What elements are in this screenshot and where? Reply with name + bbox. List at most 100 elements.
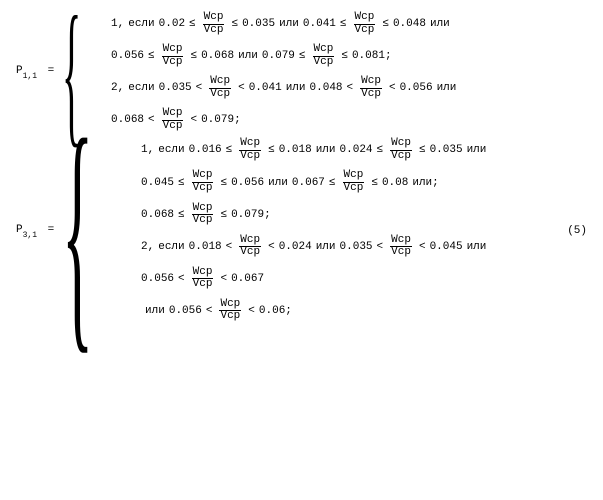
word-ili: или	[238, 50, 258, 62]
frac-num: Wср	[162, 44, 184, 57]
num: 0.079;	[231, 209, 271, 221]
op-le: ≤	[299, 50, 306, 62]
op-le: ≤	[220, 209, 227, 221]
frac-num: Wср	[209, 76, 231, 89]
fraction: WсрVср	[390, 235, 412, 259]
num: 0.081;	[352, 50, 392, 62]
fraction: WсрVср	[390, 138, 412, 162]
word-ili: или	[286, 82, 306, 94]
op-le: ≤	[340, 18, 347, 30]
lhs-subscript: 1,1	[23, 72, 37, 81]
p31-line4: 2, если 0.018 < WсрVср < 0.024 или 0.035…	[141, 235, 490, 259]
frac-den: Vср	[354, 25, 376, 37]
op-lt: <	[226, 241, 233, 253]
op-le: ≤	[189, 18, 196, 30]
op-le: ≤	[178, 177, 185, 189]
fraction: WсрVср	[203, 12, 225, 36]
op-lt: <	[389, 82, 396, 94]
word-ili: или	[430, 18, 450, 30]
equation-p11: P1,1 = { 1, если 0.02 ≤ WсрVср ≤ 0.035 и…	[16, 12, 587, 132]
op-lt: <	[238, 82, 245, 94]
fraction: WсрVср	[239, 235, 261, 259]
num: 0.024	[279, 241, 312, 253]
frac-den: Vср	[162, 121, 184, 133]
op-lt: <	[220, 273, 227, 285]
word-ili: или	[268, 177, 288, 189]
p11-line3: 2, если 0.035 < WсрVср < 0.041 или 0.048…	[111, 76, 460, 100]
num: 0.08	[382, 177, 408, 189]
op-lt: <	[347, 82, 354, 94]
lhs-p31: P3,1 =	[16, 224, 62, 238]
fraction: WсрVср	[360, 76, 382, 100]
num: 0.045	[141, 177, 174, 189]
num: 0.068	[201, 50, 234, 62]
frac-num: Wср	[203, 12, 225, 25]
case-value: 2,	[141, 241, 154, 253]
equals-sign: =	[48, 65, 55, 77]
op-lt: <	[248, 305, 255, 317]
num: 0.035	[159, 82, 192, 94]
word-ili: или	[467, 241, 487, 253]
fraction: WсрVср	[162, 108, 184, 132]
fraction: WсрVср	[354, 12, 376, 36]
frac-den: Vср	[313, 57, 335, 69]
cases-p31: 1, если 0.016 ≤ WсрVср ≤ 0.018 или 0.024…	[141, 138, 490, 323]
word-ili: или	[437, 82, 457, 94]
word-ili: или	[467, 144, 487, 156]
fraction: WсрVср	[209, 76, 231, 100]
num: 0.056	[400, 82, 433, 94]
op-le: ≤	[231, 18, 238, 30]
frac-den: Vср	[203, 25, 225, 37]
op-le: ≤	[371, 177, 378, 189]
frac-den: Vср	[192, 279, 214, 291]
op-lt: <	[206, 305, 213, 317]
op-lt: <	[268, 241, 275, 253]
frac-den: Vср	[162, 57, 184, 69]
word-ili: или	[279, 18, 299, 30]
frac-den: Vср	[192, 215, 214, 227]
fraction: WсрVср	[239, 138, 261, 162]
num: 0.048	[393, 18, 426, 30]
p31-line1: 1, если 0.016 ≤ WсрVср ≤ 0.018 или 0.024…	[141, 138, 490, 162]
word-ili: или	[145, 305, 165, 317]
op-le: ≤	[178, 209, 185, 221]
fraction: WсрVср	[313, 44, 335, 68]
case-value: 1,	[111, 18, 124, 30]
op-le: ≤	[268, 144, 275, 156]
lhs-symbol: P	[16, 65, 23, 77]
lhs-subscript: 3,1	[23, 231, 37, 240]
num: 0.056	[141, 273, 174, 285]
frac-den: Vср	[239, 151, 261, 163]
word-ili: или	[316, 144, 336, 156]
op-le: ≤	[329, 177, 336, 189]
op-lt: <	[148, 114, 155, 126]
lhs-p11: P1,1 =	[16, 65, 62, 79]
frac-den: Vср	[343, 183, 365, 195]
frac-den: Vср	[390, 247, 412, 259]
op-lt: <	[178, 273, 185, 285]
num: 0.067	[292, 177, 325, 189]
word-ili: или	[316, 241, 336, 253]
word-esli: если	[128, 82, 154, 94]
frac-den: Vср	[390, 151, 412, 163]
op-lt: <	[419, 241, 426, 253]
fraction: WсрVср	[192, 267, 214, 291]
num: 0.048	[310, 82, 343, 94]
p11-line1: 1, если 0.02 ≤ WсрVср ≤ 0.035 или 0.041 …	[111, 12, 460, 36]
num: 0.035	[242, 18, 275, 30]
equation-block: P1,1 = { 1, если 0.02 ≤ WсрVср ≤ 0.035 и…	[16, 12, 587, 323]
p31-line6: или 0.056 < WсрVср < 0.06;	[141, 299, 490, 323]
fraction: WсрVср	[219, 299, 241, 323]
word-ili: или;	[412, 177, 438, 189]
op-le: ≤	[382, 18, 389, 30]
equation-number: (5)	[567, 225, 587, 237]
equation-p31: P3,1 = { 1, если 0.016 ≤ WсрVср ≤ 0.018 …	[16, 138, 587, 323]
num: 0.041	[303, 18, 336, 30]
op-le: ≤	[377, 144, 384, 156]
frac-num: Wср	[360, 76, 382, 89]
frac-num: Wср	[313, 44, 335, 57]
word-esli: если	[128, 18, 154, 30]
num: 0.056	[231, 177, 264, 189]
op-le: ≤	[148, 50, 155, 62]
num: 0.045	[430, 241, 463, 253]
